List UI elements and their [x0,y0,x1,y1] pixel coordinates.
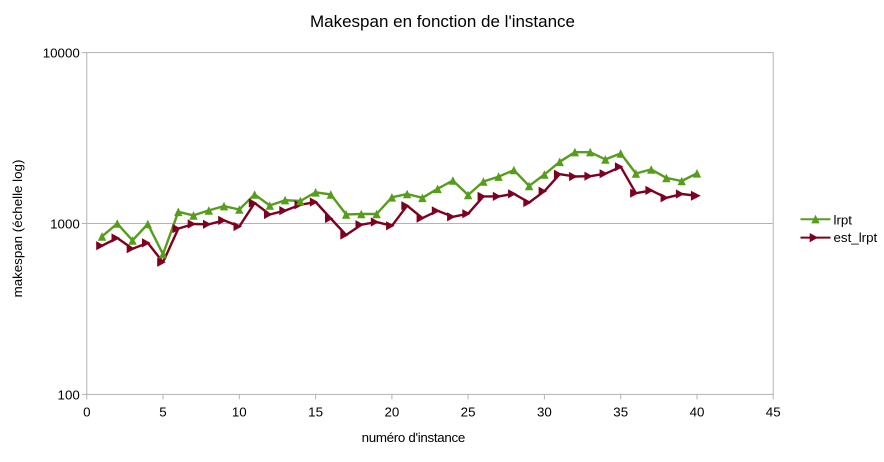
svg-text:20: 20 [384,404,399,419]
svg-text:lrpt: lrpt [834,212,853,227]
svg-text:25: 25 [461,404,476,419]
svg-text:10000: 10000 [43,46,80,61]
svg-text:est_lrpt: est_lrpt [834,230,878,245]
svg-text:30: 30 [537,404,552,419]
svg-text:1000: 1000 [50,216,80,231]
svg-text:45: 45 [766,404,781,419]
svg-text:5: 5 [159,404,166,419]
svg-text:Makespan en fonction de l'inst: Makespan en fonction de l'instance [310,12,575,31]
svg-text:numéro d'instance: numéro d'instance [362,430,465,445]
svg-text:10: 10 [232,404,247,419]
svg-text:makespan (échelle log): makespan (échelle log) [10,160,25,298]
svg-text:35: 35 [613,404,628,419]
svg-text:15: 15 [308,404,323,419]
svg-text:0: 0 [83,404,90,419]
svg-text:100: 100 [58,387,80,402]
svg-text:40: 40 [690,404,705,419]
